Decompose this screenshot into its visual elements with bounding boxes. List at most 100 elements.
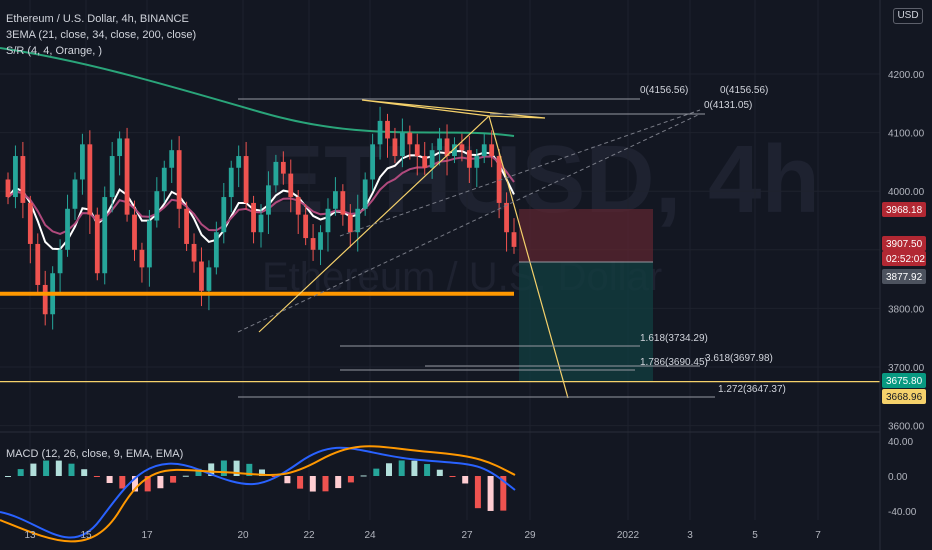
macd-histogram-bar (170, 476, 177, 483)
macd-histogram-bar (487, 476, 494, 511)
date-tick-label: 20 (237, 530, 249, 541)
fib-level-label: 0(4156.56) (720, 85, 768, 96)
macd-histogram-bar (5, 476, 11, 477)
candle-body (504, 202, 509, 233)
macd-histogram-bar (474, 476, 481, 509)
candle-body (399, 132, 405, 157)
candle-body (370, 144, 376, 180)
price-tag-label: 3907.50 (886, 239, 923, 250)
price-tag-label: 3668.96 (886, 392, 923, 403)
candle-body (102, 197, 108, 274)
candles (5, 106, 517, 330)
candle-body (251, 202, 256, 233)
candle-body (132, 214, 137, 250)
fib-level-label: 1.786(3690.45) (640, 357, 708, 368)
signal-line (0, 445, 516, 543)
macd-histogram-bar (297, 476, 304, 489)
candle-body (35, 243, 41, 285)
macd-histogram-bar (309, 476, 316, 492)
macd-histogram-bar (81, 469, 88, 476)
candle-body (407, 132, 413, 145)
candle-body (154, 191, 160, 221)
candle-body (340, 191, 346, 215)
price-tick-label: 3800.00 (888, 304, 925, 315)
ema-indicator-label[interactable]: 3EMA (21, close, 34, close, 200, close) (6, 29, 197, 41)
date-tick-label: 17 (141, 530, 153, 541)
candle-body (221, 197, 227, 233)
candle-body (65, 208, 70, 250)
macd-histogram-bar (233, 460, 240, 476)
macd-tick-label: 0.00 (888, 472, 908, 483)
candle-body (42, 284, 48, 315)
candle-body (355, 208, 361, 233)
price-tag-label: 02:52:02 (886, 254, 925, 265)
candle-body (57, 249, 63, 274)
sr-indicator-label[interactable]: S/R (4, 4, Orange, ) (6, 45, 102, 57)
time-axis[interactable]: 13 15 17 20 22 24 27 29 2022 3 5 7 (24, 530, 821, 541)
date-tick-label: 29 (524, 530, 536, 541)
candle-body (206, 267, 212, 291)
candle-body (318, 232, 323, 250)
macd-histogram-bar (93, 476, 100, 477)
candle-body (236, 156, 242, 168)
candle-body (496, 156, 502, 203)
candle-body (146, 220, 152, 268)
target-zone (519, 262, 653, 382)
fib-level-label: 1.618(3734.29) (640, 333, 708, 344)
candle-body (303, 214, 309, 239)
candle-body (481, 144, 487, 157)
candle-body (117, 138, 123, 157)
price-tag (882, 251, 926, 266)
price-tag (882, 269, 926, 284)
price-tag-label: 3968.18 (886, 205, 923, 216)
macd-histogram-bar (259, 469, 265, 476)
macd-tick-label: -40.00 (888, 507, 917, 518)
macd-histogram-bar (55, 460, 62, 476)
macd-histogram-bar (411, 460, 418, 476)
candle-body (437, 138, 442, 151)
macd-histogram-bar (182, 475, 189, 477)
macd-histogram-bar (119, 476, 126, 489)
macd-histogram-bar (500, 476, 507, 511)
candle-body (199, 261, 204, 291)
candle-body (109, 156, 115, 198)
macd-histogram-bar (43, 460, 50, 476)
candle-body (377, 120, 383, 145)
macd-histogram-bar (386, 463, 392, 476)
macd-histogram-bar (436, 469, 443, 476)
triangle-pattern (258, 99, 546, 333)
macd-axis: 40.00 0.00 -40.00 (888, 437, 917, 518)
macd-histogram-bar (449, 476, 456, 477)
price-tag (882, 373, 926, 388)
date-tick-label: 13 (24, 530, 36, 541)
candle-body (5, 179, 11, 198)
drawings (0, 98, 880, 399)
candle-body (258, 214, 264, 233)
candle-body (161, 167, 167, 192)
macd-histogram-bar (195, 468, 202, 476)
macd-histogram-bar (347, 476, 354, 483)
candle-body (273, 161, 279, 186)
macd-indicator-label[interactable]: MACD (12, 26, close, 9, EMA, EMA) (6, 448, 184, 460)
candle-body (422, 156, 428, 168)
macd-histogram-bar (360, 475, 367, 477)
candle-body (139, 249, 145, 268)
fib-level-label: 0(4131.05) (704, 100, 752, 111)
price-tick-label: 4000.00 (888, 187, 925, 198)
macd-histogram-bar (106, 476, 113, 484)
candle-body (13, 156, 18, 198)
candle-body (362, 179, 368, 209)
price-tick-label: 3600.00 (888, 422, 925, 433)
symbol-title[interactable]: Ethereum / U.S. Dollar, 4h, BINANCE (6, 13, 189, 25)
macd-histogram-bar (462, 476, 469, 484)
candle-body (213, 232, 219, 268)
candle-body (333, 191, 338, 209)
candle-body (72, 179, 78, 209)
channel-line (339, 109, 701, 237)
currency-button[interactable]: USD (893, 8, 923, 24)
price-tag (882, 236, 926, 251)
macd-histogram-bar (157, 476, 164, 489)
candle-body (347, 214, 353, 233)
date-tick-label: 22 (303, 530, 315, 541)
